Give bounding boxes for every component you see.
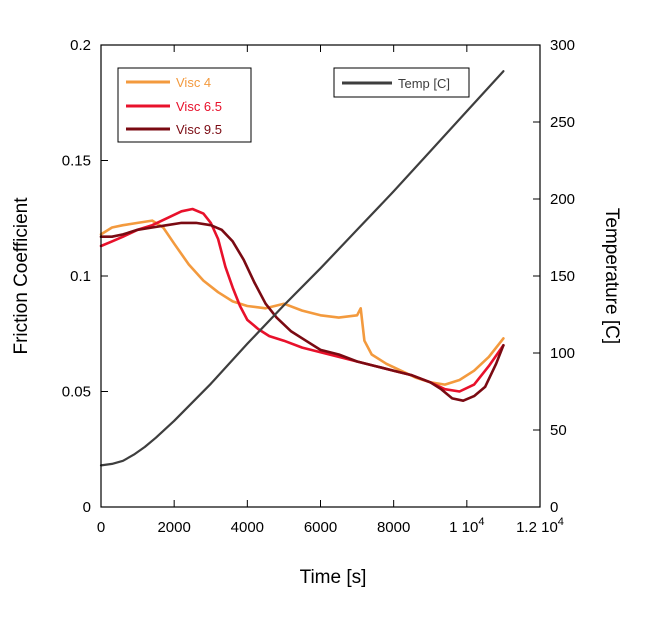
- y-tick-label: 0.15: [62, 153, 91, 170]
- series-line-visc-9-5: [99, 221, 505, 403]
- y2-tick-label: 100: [550, 345, 575, 362]
- x-tick-label: 8000: [377, 519, 410, 536]
- y2-tick-label: 200: [550, 191, 575, 208]
- x-tick-label: 1.2 104: [516, 516, 564, 536]
- legend-temp: Temp [C]: [333, 67, 470, 98]
- y-tick-label: 0.05: [62, 384, 91, 401]
- y2-tick-label: 50: [550, 422, 567, 439]
- ticks-layer: [100, 44, 541, 508]
- series-line-visc-6-5: [99, 207, 505, 393]
- legend-temp-box: [333, 67, 470, 98]
- y-axis-title: Friction Coefficient: [11, 197, 32, 355]
- y2-tick-label: 300: [550, 37, 575, 54]
- x-tick-exponent: 4: [478, 516, 484, 528]
- y2-tick-label: 0: [550, 499, 558, 516]
- series-line-temp-c: [99, 70, 505, 467]
- x-axis-title: Time [s]: [300, 567, 367, 588]
- y2-tick-label: 150: [550, 268, 575, 285]
- x-tick-label: 0: [97, 519, 105, 536]
- y-tick-label: 0.2: [70, 37, 91, 54]
- y2-axis-title: Temperature [C]: [601, 208, 622, 344]
- tick-labels-layer: 0 2000 4000 6000 8000 1 104 1.2 10400.050.10.1…: [62, 37, 575, 536]
- x-tick-label: 2000: [157, 519, 190, 536]
- legend-label-visc-6-5: Visc 6.5: [176, 99, 222, 114]
- x-tick-label: 1 104: [449, 516, 484, 536]
- legend-label-visc-9-5: Visc 9.5: [176, 122, 222, 137]
- legend-label-visc-4: Visc 4: [176, 75, 211, 90]
- x-tick-label: 4000: [231, 519, 264, 536]
- y-tick-label: 0: [83, 499, 91, 516]
- legend-label-temp: Temp [C]: [398, 76, 450, 91]
- series-layer: [99, 70, 505, 467]
- legend-friction: Visc 4 Visc 6.5 Visc 9.5: [117, 67, 252, 143]
- x-tick-exponent: 4: [558, 516, 564, 528]
- y2-tick-label: 250: [550, 114, 575, 131]
- series-line-visc-4: [99, 219, 505, 386]
- y-tick-label: 0.1: [70, 268, 91, 285]
- x-tick-label: 6000: [304, 519, 337, 536]
